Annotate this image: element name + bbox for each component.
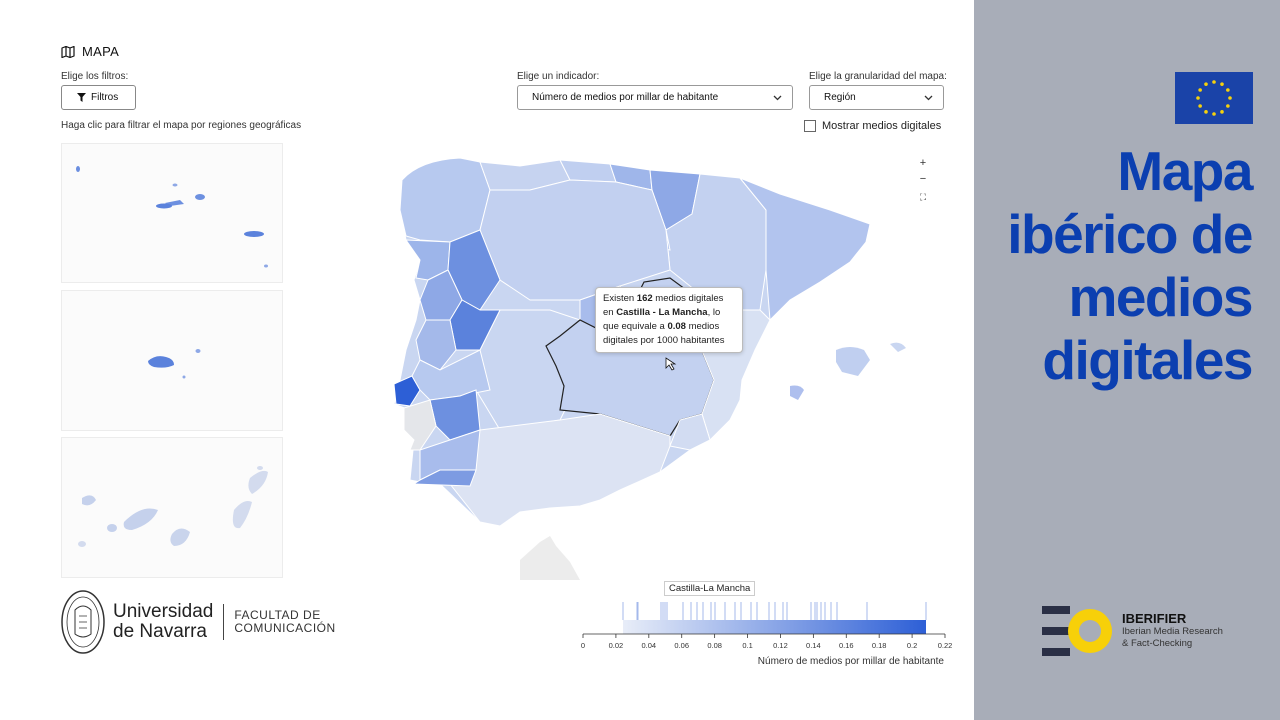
legend-tick-label: 0.1 [742, 641, 752, 650]
map-app: MAPA Elige los filtros: Filtros Haga cli… [61, 44, 953, 667]
digital-media-label: Mostrar medios digitales [822, 120, 942, 132]
digital-media-checkbox[interactable]: Mostrar medios digitales [804, 120, 941, 132]
legend-tick-label: 0.12 [773, 641, 788, 650]
faculty-line2: COMUNICACIÓN [234, 621, 336, 635]
filter-icon [77, 93, 86, 102]
legend-tick-label: 0.22 [938, 641, 953, 650]
cursor-icon [665, 357, 677, 371]
university-name-line2: de Navarra [113, 621, 207, 642]
flag-star [1228, 96, 1232, 100]
flag-star [1196, 96, 1200, 100]
tooltip-ratio: 0.08 [667, 321, 686, 332]
indicator-select[interactable]: Número de medios por millar de habitante [517, 85, 793, 110]
filters-label: Elige los filtros: [61, 71, 129, 82]
zoom-in-button[interactable]: + [919, 157, 927, 169]
granularity-selected: Región [824, 92, 856, 103]
legend-tick-label: 0 [581, 641, 585, 650]
legend-tick-label: 0.2 [907, 641, 917, 650]
iberifier-logo: IBERIFIER Iberian Media Research & Fact-… [1042, 604, 1223, 658]
flag-star [1198, 104, 1202, 108]
iberifier-icon [1042, 606, 1112, 656]
legend-selected-region: Castilla-La Mancha [664, 581, 756, 596]
flag-star [1212, 112, 1216, 116]
flag-star [1198, 88, 1202, 92]
flag-star [1226, 88, 1230, 92]
eu-flag-icon [1175, 72, 1253, 124]
indicator-label: Elige un indicador: [517, 71, 600, 82]
faculty-name: FACULTAD DE COMUNICACIÓN [234, 609, 335, 635]
madeira-inset[interactable] [61, 290, 283, 431]
tooltip-count: 162 [636, 293, 653, 304]
legend-tick-label: 0.04 [642, 641, 657, 650]
canarias-inset[interactable] [61, 437, 283, 578]
legend-gradient [623, 620, 926, 634]
side-title-line: medios [1068, 266, 1253, 328]
flag-star [1226, 104, 1230, 108]
iberifier-name: IBERIFIER [1122, 611, 1187, 626]
filters-button[interactable]: Filtros [61, 85, 136, 110]
side-title-line: ibérico de [1007, 203, 1253, 265]
side-title-line: digitales [1042, 329, 1253, 391]
universidad-navarra-logo: Universidad de Navarra FACULTAD DE COMUN… [61, 590, 336, 654]
legend-tick-label: 0.02 [609, 641, 624, 650]
iberifier-subtitle-1: Iberian Media Research [1122, 626, 1223, 637]
granularity-select[interactable]: Región [809, 85, 944, 110]
faculty-line1: FACULTAD DE [234, 608, 321, 622]
flag-star [1220, 110, 1224, 114]
legend-tick-label: 0.14 [806, 641, 821, 650]
map-title: MAPA [82, 44, 120, 59]
legend-tick-label: 0.08 [707, 641, 722, 650]
map-header: MAPA [61, 44, 119, 59]
side-panel [974, 0, 1280, 720]
logo-separator [223, 604, 225, 640]
flag-star [1220, 82, 1224, 86]
tooltip-text: medios digitales en [603, 293, 724, 318]
university-name-line1: Universidad [113, 601, 214, 622]
flag-star [1204, 82, 1208, 86]
filters-button-label: Filtros [91, 92, 119, 103]
indicator-selected: Número de medios por millar de habitante [532, 92, 719, 103]
iberifier-subtitle-2: & Fact-Checking [1122, 638, 1193, 649]
map-icon [61, 45, 75, 58]
region-tooltip: Existen 162 medios digitales en Castilla… [595, 287, 743, 353]
tooltip-text: medios digitales por 1000 habitantes [603, 321, 725, 346]
legend-tick-label: 0.16 [839, 641, 854, 650]
flag-star [1204, 110, 1208, 114]
tooltip-text: , lo que equivale a [603, 307, 721, 332]
legend-tick-label: 0.06 [674, 641, 689, 650]
azores-inset[interactable] [61, 143, 283, 283]
flag-star [1212, 80, 1216, 84]
legend-scale: 0 0.02 0.04 0.06 0.08 0.1 0.12 0.14 0.16 0.18 0.2 0… [581, 602, 953, 650]
university-seal-icon [61, 590, 105, 654]
chevron-down-icon [773, 95, 782, 100]
filters-hint: Haga clic para filtrar el mapa por regio… [61, 120, 302, 131]
checkbox-box[interactable] [804, 120, 816, 132]
legend-tick-label: 0.18 [872, 641, 887, 650]
side-title-line: Mapa [1117, 140, 1253, 202]
madeira-map [148, 349, 201, 379]
azores-map [76, 166, 268, 268]
legend-axis-title: Número de medios por millar de habitante [757, 656, 944, 667]
tooltip-region: Castilla - La Mancha [616, 307, 708, 318]
side-panel-title: Mapa ibérico de medios digitales [1007, 140, 1253, 392]
chevron-down-icon [924, 95, 933, 100]
iberian-map[interactable] [380, 150, 920, 580]
canarias-map [78, 466, 268, 547]
granularity-label: Elige la granularidad del mapa: [809, 71, 947, 82]
zoom-out-button[interactable]: − [919, 173, 927, 185]
zoom-fit-button[interactable]: ⛶ [919, 191, 927, 202]
university-name: Universidad de Navarra [113, 602, 213, 642]
tooltip-text: Existen [603, 293, 637, 304]
